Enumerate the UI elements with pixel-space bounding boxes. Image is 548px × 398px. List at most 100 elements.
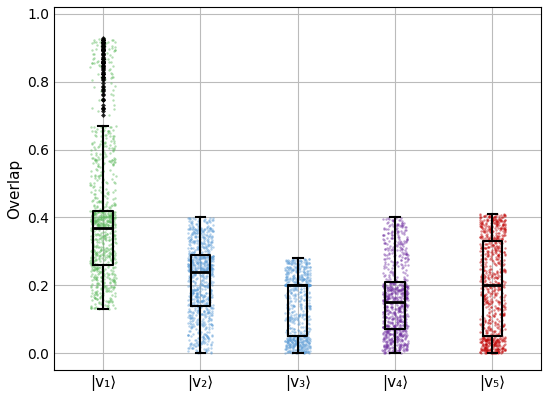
Point [302,282,311,289]
Point [86,260,95,267]
Point [476,241,484,248]
Point [293,346,302,352]
Point [397,330,406,337]
Point [399,332,408,338]
Point [397,324,406,330]
Point [398,286,407,292]
Point [198,268,207,275]
Point [186,216,195,222]
Point [380,281,389,288]
Point [90,84,99,90]
Point [396,342,405,349]
Point [499,297,508,304]
Point [105,211,113,218]
Point [94,213,103,220]
Point [89,208,98,215]
Point [90,193,99,200]
Point [383,303,391,310]
Point [193,245,202,251]
Point [499,222,507,228]
Point [402,346,410,352]
Point [198,286,207,292]
Point [86,173,95,179]
Point [195,339,204,346]
Point [190,216,199,222]
Point [399,283,408,289]
Point [90,157,99,164]
Point [392,299,401,305]
Point [286,347,294,354]
Point [286,325,294,331]
Point [208,279,217,285]
Point [107,212,116,218]
Point [90,248,99,255]
Point [204,280,213,287]
Point [287,312,295,319]
Point [395,308,403,314]
Point [87,182,95,189]
Point [108,217,117,223]
Point [209,217,218,223]
Point [481,281,490,287]
Point [401,325,410,331]
Point [200,312,209,318]
Point [498,344,507,351]
Point [201,303,210,309]
Point [484,300,493,306]
Point [184,344,192,351]
Point [100,43,109,49]
Point [388,316,397,322]
Point [400,341,409,347]
Point [299,347,308,354]
Point [197,267,206,273]
Point [481,227,489,234]
Point [490,334,499,340]
Point [199,283,208,289]
Point [390,289,399,296]
Point [108,212,117,219]
Point [104,246,112,253]
Point [491,320,500,326]
Point [489,336,498,342]
Point [99,213,107,220]
Point [186,267,195,273]
Point [384,261,392,267]
Point [109,228,118,235]
Point [110,105,119,112]
Point [90,305,99,311]
Point [110,159,119,166]
Point [304,268,312,274]
Point [101,284,110,291]
Point [207,349,216,355]
Point [294,282,303,289]
Point [497,262,506,269]
Point [478,274,487,281]
Point [479,324,488,331]
Point [96,206,105,213]
Point [292,347,300,353]
Point [389,316,398,322]
Point [401,255,409,261]
Point [394,335,403,341]
Point [397,291,406,297]
Point [387,319,396,325]
Point [402,330,411,336]
Point [105,213,113,219]
Point [396,322,405,328]
Point [194,226,203,232]
Point [192,276,201,282]
Point [197,311,206,317]
Point [389,331,397,338]
Point [191,230,199,236]
Point [300,344,309,351]
Point [389,333,398,339]
Point [396,297,405,304]
Point [96,278,105,285]
Point [386,287,395,294]
Point [398,300,407,306]
Point [95,256,104,262]
Point [107,54,116,60]
Point [383,234,391,241]
Point [101,228,110,235]
Point [86,233,95,239]
